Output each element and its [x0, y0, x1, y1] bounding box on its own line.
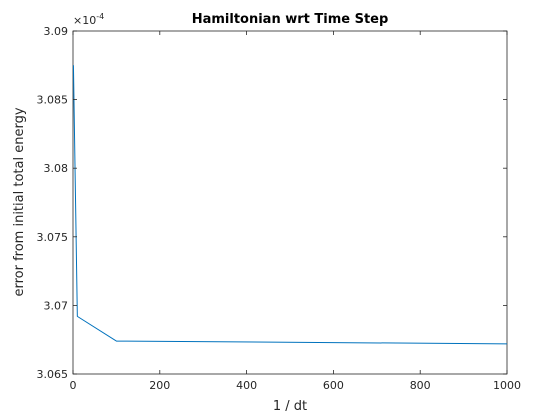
ticks: 0 200 400 600 800 1000 3.065 3.07 3.075 3.08 3.085… [37, 25, 522, 392]
axes-box [72, 30, 508, 375]
y-axis-label: error from initial total energy [12, 107, 27, 296]
x-tick-label: 800 [410, 379, 431, 392]
x-tick-label: 600 [323, 379, 344, 392]
y-tick-label: 3.085 [37, 94, 69, 107]
y-exponent-base: ×10 [73, 14, 96, 27]
x-tick-label: 0 [70, 379, 77, 392]
x-axis-label: 1 / dt [273, 399, 307, 414]
axes [72, 30, 508, 375]
y-tick-label: 3.07 [44, 299, 69, 312]
y-tick-label: 3.09 [44, 25, 69, 38]
y-exponent-power: -4 [96, 12, 104, 21]
chart-title: Hamiltonian wrt Time Step [192, 12, 389, 27]
y-exponent: ×10-4 [73, 12, 104, 27]
y-tick-label: 3.08 [44, 162, 69, 175]
series-layer [72, 65, 508, 345]
y-tick-label: 3.065 [37, 368, 69, 381]
x-tick-label: 400 [236, 379, 257, 392]
plot-area [73, 31, 507, 374]
y-tick-label: 3.075 [37, 231, 69, 244]
x-tick-label: 1000 [493, 379, 521, 392]
x-tick-label: 200 [149, 379, 170, 392]
series-line-1 [72, 65, 508, 345]
